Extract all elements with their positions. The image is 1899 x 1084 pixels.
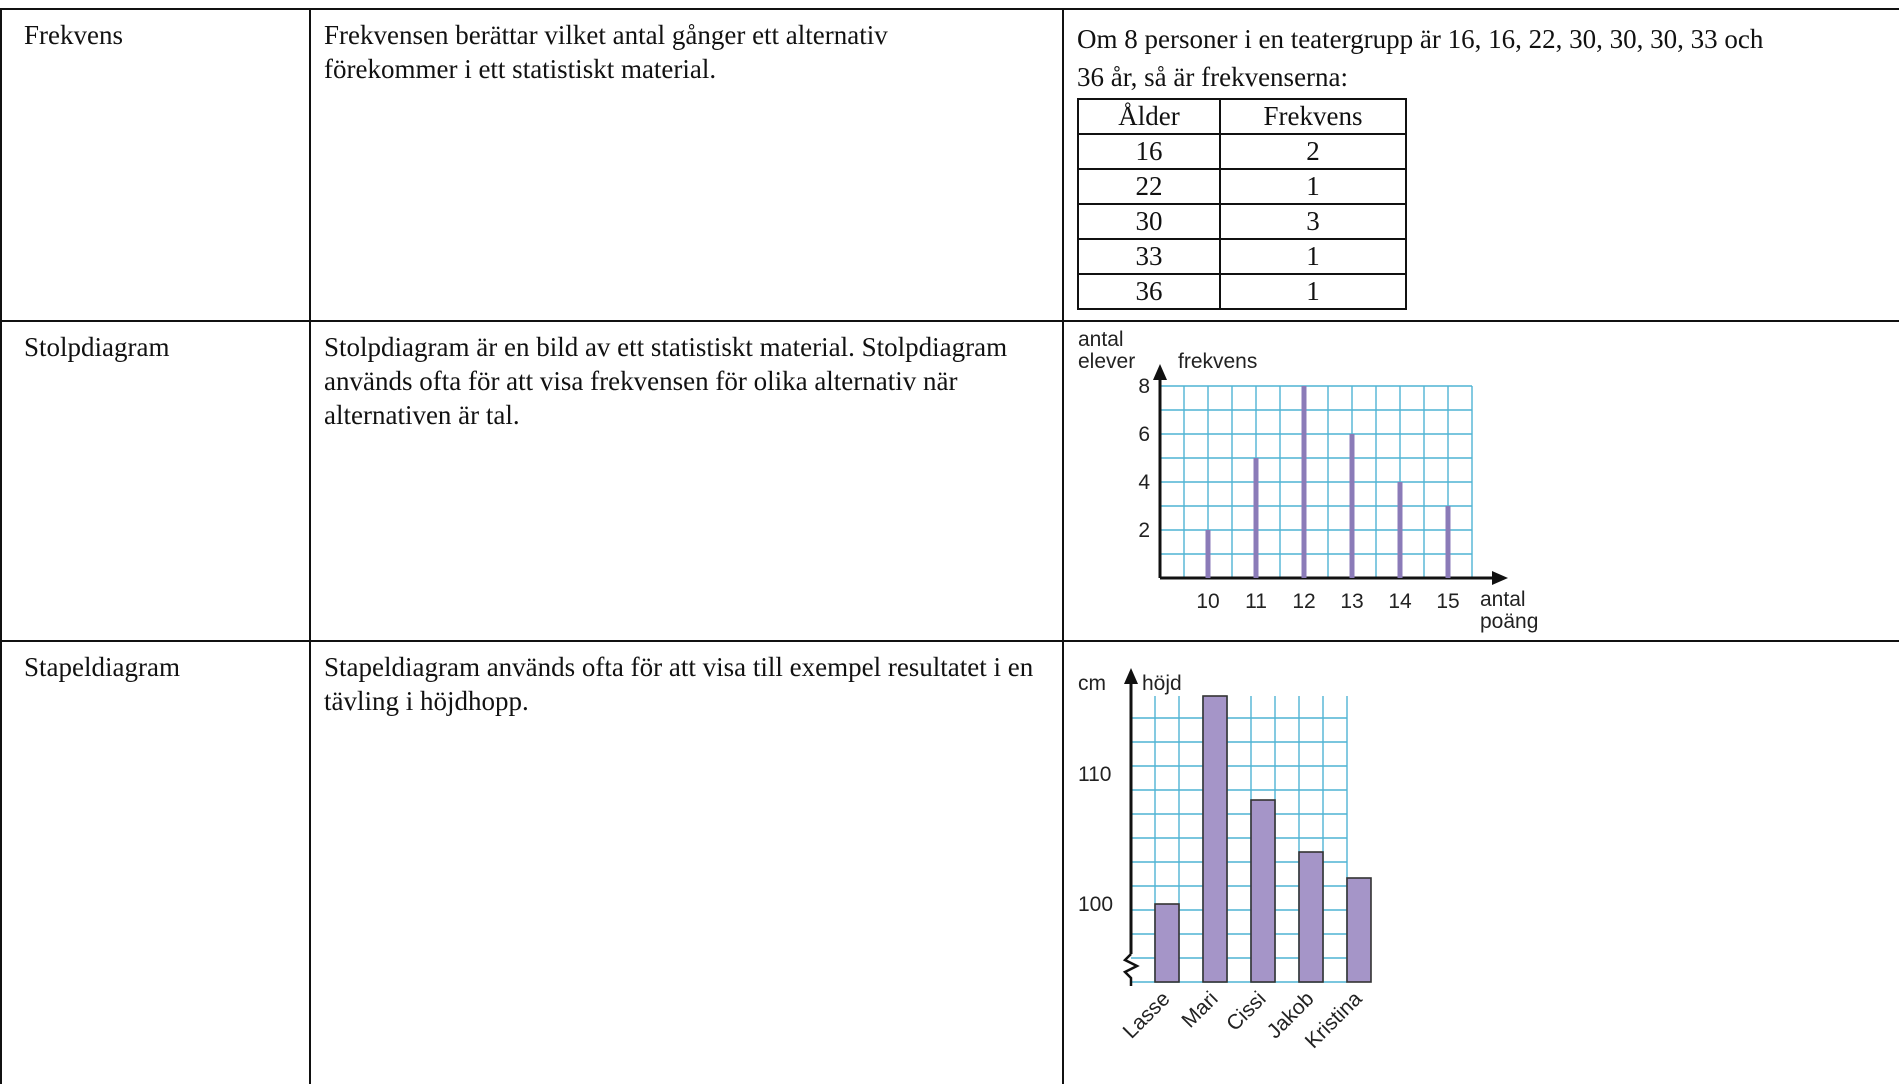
- table-cell: 22: [1077, 168, 1221, 205]
- table-cell: 33: [1077, 238, 1221, 275]
- term-stapeldiagram: Stapeldiagram: [24, 652, 180, 682]
- column-divider-2: [1062, 8, 1064, 1084]
- header-alder: Ålder: [1077, 98, 1221, 135]
- header-frekvens: Frekvens: [1219, 98, 1407, 135]
- x-tick-label: 11: [1245, 590, 1267, 613]
- description-stapeldiagram: Stapeldiagram används ofta för att visa …: [324, 652, 1034, 716]
- stick-bar: [1349, 434, 1355, 578]
- bar: [1202, 695, 1228, 983]
- row-divider-1: [0, 320, 1899, 322]
- table-cell: 1: [1219, 168, 1407, 205]
- table-row: 16 2: [1077, 133, 1407, 170]
- table-row: 22 1: [1077, 168, 1407, 205]
- y-axis-unit: cm: [1078, 672, 1106, 695]
- table-cell: 2: [1219, 133, 1407, 170]
- x-tick-label: 12: [1292, 590, 1315, 613]
- y-axis-label-frekvens: frekvens: [1178, 350, 1257, 373]
- bar: [1154, 903, 1180, 983]
- frequency-table: Ålder Frekvens 16 2 22 1 30 3 33 1 36 1: [1077, 98, 1407, 310]
- table-row: 33 1: [1077, 238, 1407, 275]
- x-axis-label-line2: poäng: [1480, 610, 1538, 633]
- y-axis-label-line2: elever: [1078, 350, 1135, 373]
- x-tick-label: 14: [1388, 590, 1412, 613]
- y-tick-label: 4: [1138, 471, 1150, 494]
- y-axis-arrow: [1153, 364, 1167, 380]
- table-border-top: [0, 8, 1899, 10]
- x-tick-label: 15: [1436, 590, 1459, 613]
- table-row: 30 3: [1077, 203, 1407, 240]
- table-cell: 16: [1077, 133, 1221, 170]
- y-axis-label-line1: antal: [1078, 328, 1124, 351]
- x-axis-label-line1: antal: [1480, 588, 1526, 611]
- term-frekvens: Frekvens: [24, 20, 123, 50]
- stick-bar: [1205, 530, 1211, 578]
- table-cell: 36: [1077, 273, 1221, 310]
- description-frekvens: Frekvensen berättar vilket antal gånger …: [324, 20, 888, 84]
- description-stolpdiagram: Stolpdiagram är en bild av ett statistis…: [324, 332, 1008, 430]
- example-frekvens: Om 8 personer i en teatergrupp är 16, 16…: [1077, 18, 1897, 310]
- y-tick-label: 6: [1138, 423, 1150, 446]
- bar: [1250, 799, 1276, 983]
- term-stolpdiagram: Stolpdiagram: [24, 332, 170, 362]
- table-border-left: [0, 8, 2, 1084]
- y-tick-label: 110: [1078, 763, 1111, 786]
- x-tick-label: Lasse: [1119, 987, 1175, 1043]
- y-axis-arrow: [1124, 668, 1138, 684]
- column-divider-1: [309, 8, 311, 1084]
- table-cell: 1: [1219, 273, 1407, 310]
- table-row: 36 1: [1077, 273, 1407, 310]
- stick-bar: [1301, 386, 1307, 578]
- y-tick-label: 8: [1138, 375, 1150, 398]
- example-text-line-2: 36 år, så är frekvenserna:: [1077, 62, 1349, 92]
- stick-bar: [1445, 506, 1451, 578]
- bar: [1298, 851, 1324, 983]
- x-tick-label: Mari: [1177, 987, 1222, 1032]
- bar: [1346, 877, 1372, 983]
- y-tick-label: 100: [1078, 893, 1113, 916]
- stick-bar: [1253, 458, 1259, 578]
- row-divider-2: [0, 640, 1899, 642]
- frequency-table-header: Ålder Frekvens: [1077, 98, 1407, 135]
- y-tick-label: 2: [1138, 519, 1150, 542]
- example-text-line-1: Om 8 personer i en teatergrupp är 16, 16…: [1077, 24, 1764, 54]
- y-axis-label: höjd: [1142, 672, 1182, 695]
- table-cell: 30: [1077, 203, 1221, 240]
- table-cell: 3: [1219, 203, 1407, 240]
- y-axis-break: [1122, 953, 1140, 986]
- stick-bar: [1397, 482, 1403, 578]
- x-tick-label: 13: [1340, 590, 1363, 613]
- x-tick-label: 10: [1196, 590, 1219, 613]
- x-axis-arrow: [1492, 571, 1508, 585]
- table-cell: 1: [1219, 238, 1407, 275]
